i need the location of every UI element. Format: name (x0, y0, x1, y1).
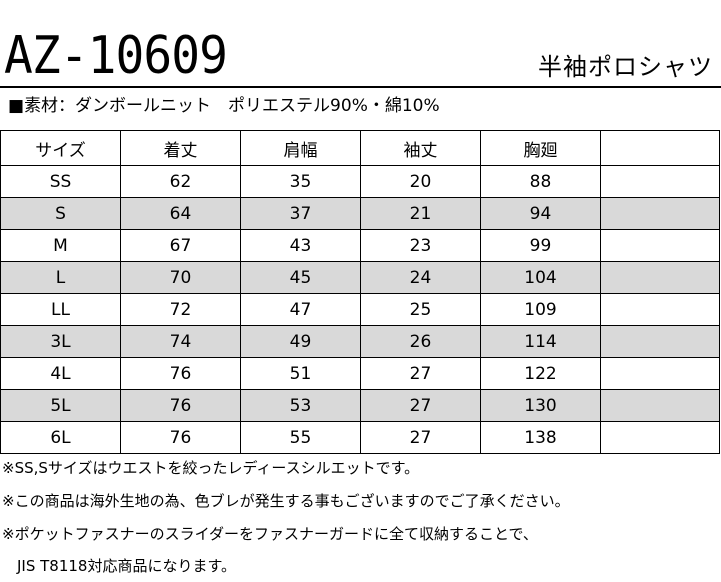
table-cell-chest: 94 (480, 197, 601, 230)
table-header-row: サイズ 着丈 肩幅 袖丈 胸廻 (0, 130, 720, 166)
table-cell-extra (600, 325, 720, 358)
table-cell-extra (600, 293, 720, 326)
table-row: L 70 45 24 104 (0, 261, 720, 294)
table-cell-size: L (0, 261, 121, 294)
table-cell-extra (600, 357, 720, 390)
column-header-chest: 胸廻 (480, 130, 601, 166)
table-cell-length: 70 (120, 261, 241, 294)
table-row: 4L 76 51 27 122 (0, 357, 720, 390)
table-cell-sleeve: 21 (360, 197, 481, 230)
material-line: ■素材：ダンボールニット ポリエステル90%・綿10% (8, 94, 440, 118)
table-row: LL 72 47 25 109 (0, 293, 720, 326)
table-cell-extra (600, 197, 720, 230)
table-cell-chest: 122 (480, 357, 601, 390)
table-cell-size: S (0, 197, 121, 230)
note-line: JIS T8118対応商品になります。 (2, 557, 236, 575)
table-cell-chest: 104 (480, 261, 601, 294)
table-cell-sleeve: 25 (360, 293, 481, 326)
table-cell-length: 76 (120, 357, 241, 390)
table-cell-extra (600, 421, 720, 454)
square-bullet-icon: ■ (8, 96, 25, 116)
table-cell-sleeve: 20 (360, 165, 481, 198)
table-cell-shoulder: 47 (240, 293, 361, 326)
table-cell-length: 76 (120, 421, 241, 454)
table-cell-chest: 138 (480, 421, 601, 454)
table-row: M 67 43 23 99 (0, 229, 720, 262)
table-cell-length: 72 (120, 293, 241, 326)
column-header-extra (600, 130, 720, 166)
note-line: ※SS,Sサイズはウエストを絞ったレディースシルエットです。 (2, 459, 420, 477)
column-header-size: サイズ (0, 130, 121, 166)
table-cell-shoulder: 55 (240, 421, 361, 454)
table-cell-sleeve: 26 (360, 325, 481, 358)
column-header-shoulder: 肩幅 (240, 130, 361, 166)
table-cell-extra (600, 389, 720, 422)
table-cell-shoulder: 51 (240, 357, 361, 390)
table-cell-chest: 109 (480, 293, 601, 326)
table-cell-size: SS (0, 165, 121, 198)
table-cell-sleeve: 27 (360, 389, 481, 422)
table-cell-length: 64 (120, 197, 241, 230)
table-cell-length: 74 (120, 325, 241, 358)
model-number: AZ-10609 (4, 26, 228, 86)
table-cell-shoulder: 45 (240, 261, 361, 294)
table-cell-length: 67 (120, 229, 241, 262)
table-cell-sleeve: 27 (360, 357, 481, 390)
table-cell-size: 5L (0, 389, 121, 422)
column-header-sleeve: 袖丈 (360, 130, 481, 166)
table-cell-chest: 88 (480, 165, 601, 198)
table-cell-extra (600, 165, 720, 198)
table-cell-chest: 130 (480, 389, 601, 422)
table-row: 3L 74 49 26 114 (0, 325, 720, 358)
table-cell-chest: 114 (480, 325, 601, 358)
table-cell-size: 4L (0, 357, 121, 390)
note-line: ※この商品は海外生地の為、色ブレが発生する事もございますのでご了承ください。 (2, 492, 570, 510)
table-cell-chest: 99 (480, 229, 601, 262)
table-cell-size: 6L (0, 421, 121, 454)
table-cell-sleeve: 24 (360, 261, 481, 294)
table-cell-shoulder: 49 (240, 325, 361, 358)
table-cell-shoulder: 53 (240, 389, 361, 422)
table-cell-sleeve: 23 (360, 229, 481, 262)
table-cell-size: LL (0, 293, 121, 326)
table-row: S 64 37 21 94 (0, 197, 720, 230)
table-cell-sleeve: 27 (360, 421, 481, 454)
table-cell-extra (600, 229, 720, 262)
table-cell-shoulder: 37 (240, 197, 361, 230)
table-cell-extra (600, 261, 720, 294)
table-cell-size: 3L (0, 325, 121, 358)
table-row: 5L 76 53 27 130 (0, 389, 720, 422)
table-cell-length: 62 (120, 165, 241, 198)
material-text: 素材：ダンボールニット ポリエステル90%・綿10% (24, 96, 440, 116)
size-table: サイズ 着丈 肩幅 袖丈 胸廻 SS 62 35 20 88 S 64 37 21 94 M 67 43… (0, 130, 720, 454)
header-divider (0, 86, 721, 88)
table-cell-length: 76 (120, 389, 241, 422)
table-row: SS 62 35 20 88 (0, 165, 720, 198)
table-row: 6L 76 55 27 138 (0, 421, 720, 454)
product-name: 半袖ポロシャツ (538, 53, 713, 81)
table-cell-shoulder: 43 (240, 229, 361, 262)
column-header-length: 着丈 (120, 130, 241, 166)
table-cell-size: M (0, 229, 121, 262)
table-cell-shoulder: 35 (240, 165, 361, 198)
note-line: ※ポケットファスナーのスライダーをファスナーガードに全て収納することで、 (2, 525, 538, 543)
